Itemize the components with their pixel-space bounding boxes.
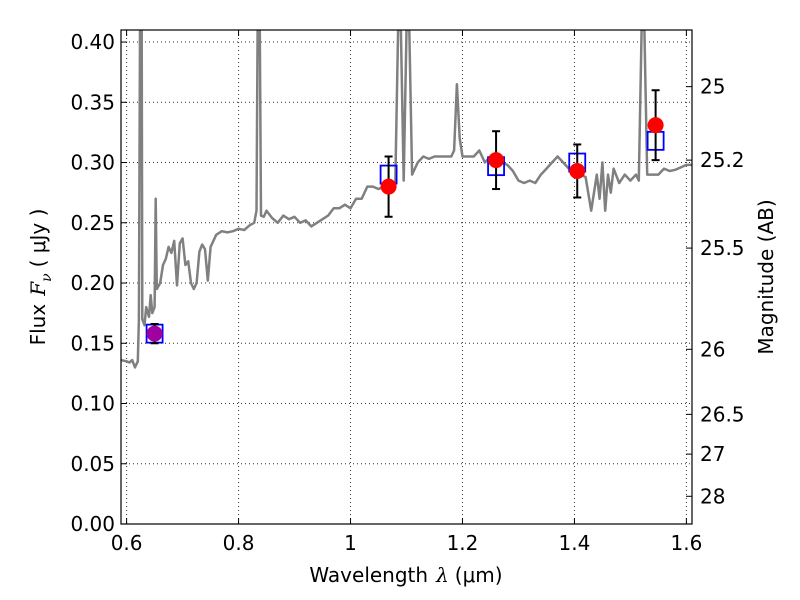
y2-tick-label: 25 bbox=[700, 75, 725, 99]
y-tick-label: 0.20 bbox=[70, 271, 115, 295]
x-tick-label: 0.6 bbox=[111, 531, 143, 555]
observed-flux-point bbox=[569, 162, 586, 179]
y-tick-label: 0.10 bbox=[70, 392, 115, 416]
y-tick-label: 0.25 bbox=[70, 211, 115, 235]
y2-tick-label: 28 bbox=[700, 484, 725, 508]
data-layer bbox=[121, 30, 692, 369]
y2-tick-label: 25.2 bbox=[700, 148, 745, 172]
plot-frame bbox=[120, 29, 693, 525]
x-tick-label: 1.6 bbox=[670, 531, 702, 555]
axis-ticks: 0.6 0.8 1 1.2 1.4 1.6 0.00 0.05 0.10 0.15 0.20 0.25… bbox=[70, 30, 745, 555]
y-tick-label: 0.05 bbox=[70, 452, 115, 476]
observed-flux-point bbox=[647, 117, 664, 134]
y2-axis-label: Magnitude (AB) bbox=[754, 199, 778, 354]
observed-flux-point bbox=[146, 325, 163, 342]
y2-tick-label: 25.5 bbox=[700, 236, 745, 260]
y-tick-label: 0.30 bbox=[70, 151, 115, 175]
y2-tick-label: 27 bbox=[700, 442, 725, 466]
x-tick-label: 0.8 bbox=[223, 531, 255, 555]
y-tick-label: 0.35 bbox=[70, 90, 115, 114]
spectrum-line bbox=[121, 30, 692, 369]
y-tick-label: 0.40 bbox=[70, 30, 115, 54]
y2-tick-label: 26 bbox=[700, 337, 725, 361]
observed-flux-point bbox=[380, 178, 397, 195]
x-tick-label: 1.2 bbox=[447, 531, 479, 555]
y-axis-label: FluxFν( μJy ) bbox=[26, 209, 55, 346]
y-tick-label: 0.15 bbox=[70, 331, 115, 355]
x-tick-label: 1 bbox=[344, 531, 357, 555]
x-tick-label: 1.4 bbox=[559, 531, 591, 555]
y-tick-label: 0.00 bbox=[70, 512, 115, 536]
y2-tick-label: 26.5 bbox=[700, 402, 745, 426]
observed-flux-point bbox=[488, 152, 505, 169]
x-axis-label: Wavelength λ (μm) bbox=[309, 563, 502, 587]
